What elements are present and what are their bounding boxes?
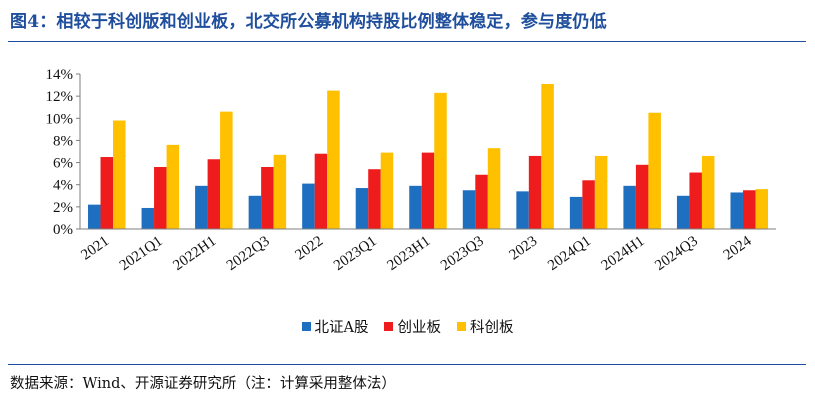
- bar-2024h1-series-1: [635, 164, 649, 229]
- legend-item: 科创板: [456, 316, 514, 337]
- y-tick-label: 8%: [53, 133, 73, 149]
- legend-label: 北证A股: [314, 320, 369, 336]
- bar-2024q3-series-1: [689, 172, 702, 229]
- x-tick-label: 2022Q3: [224, 233, 273, 274]
- bar-2021q1-series-2: [166, 144, 180, 229]
- bar-2024h1-series-2: [648, 112, 661, 229]
- bar-2023-series-2: [541, 83, 554, 229]
- legend-label: 科创板: [469, 320, 514, 336]
- legend-swatch: [301, 322, 311, 331]
- y-axis: 0% 2% 4% 6% 8% 10% 12% 14%: [46, 67, 81, 238]
- x-tick-label: 2024Q1: [545, 233, 594, 274]
- bar-2023-series-1: [528, 155, 542, 229]
- bar-2024-series-1: [742, 190, 756, 229]
- legend-label: 创业板: [397, 320, 441, 336]
- bar-2023h1-series-0: [409, 185, 422, 229]
- x-tick-label: 2024Q3: [652, 233, 701, 274]
- legend-swatch: [456, 322, 466, 331]
- bar-2024q1-series-0: [569, 196, 583, 229]
- bar-2024q1-series-1: [582, 180, 595, 229]
- bar-2022-series-0: [302, 183, 315, 229]
- bar-2024-series-2: [755, 189, 768, 229]
- bar-2024-series-0: [730, 192, 743, 229]
- x-tick-label: 2024: [721, 233, 755, 264]
- x-tick-label: 2022: [292, 233, 326, 263]
- bar-2022-series-1: [314, 153, 328, 229]
- bar-2022q3-series-0: [248, 195, 262, 229]
- title-divider: [8, 41, 806, 42]
- bar-2021-series-1: [100, 157, 114, 229]
- bar-2023q3-series-1: [475, 174, 488, 229]
- bar-2023q1-series-0: [355, 188, 369, 229]
- bar-2024q3-series-0: [676, 195, 690, 229]
- legend-swatch: [384, 322, 394, 331]
- y-tick-label: 14%: [46, 67, 74, 83]
- chart-legend: 北证A股 创业板 科创板: [0, 316, 815, 337]
- bar-2021q1-series-0: [141, 207, 155, 229]
- legend-item: 创业板: [384, 316, 441, 337]
- y-tick-label: 10%: [46, 111, 74, 127]
- x-tick-label: 2023H1: [385, 233, 434, 274]
- bar-2021-series-2: [113, 120, 126, 229]
- y-tick-label: 6%: [53, 156, 73, 172]
- y-tick-label: 4%: [53, 178, 73, 194]
- y-tick-label: 0%: [53, 222, 73, 238]
- bar-2022h1-series-2: [220, 111, 233, 229]
- x-tick-label: 2021: [78, 233, 112, 263]
- bar-2022h1-series-0: [195, 185, 208, 229]
- source-divider: [8, 364, 806, 365]
- bar-2024q1-series-2: [594, 155, 608, 229]
- bar-2023q1-series-2: [380, 152, 394, 229]
- x-tick-label: 2024H1: [599, 233, 648, 274]
- bar-2023q3-series-2: [487, 148, 501, 229]
- bar-2024h1-series-0: [623, 185, 636, 229]
- source-note: 数据来源：Wind、开源证券研究所（注：计算采用整体法）: [10, 376, 396, 392]
- figure-title: 图4：相较于科创版和创业板，北交所公募机构持股比例整体稳定，参与度仍低: [10, 12, 607, 32]
- chart-bars: [88, 83, 768, 229]
- y-tick-label: 2%: [53, 200, 73, 216]
- bar-2023q1-series-1: [368, 169, 381, 229]
- bar-2023h1-series-2: [434, 92, 447, 229]
- bar-2022q3-series-1: [261, 167, 274, 229]
- legend-item: 北证A股: [301, 316, 369, 337]
- x-tick-label: 2023: [507, 233, 541, 263]
- bar-2023h1-series-1: [421, 152, 435, 229]
- bar-2021-series-0: [88, 204, 101, 229]
- bar-chart: 0%2%4%6%8%10%12%14% 2021 2021Q1 2022H1 2022…: [46, 67, 776, 274]
- bar-2023-series-0: [516, 191, 529, 229]
- bar-2021q1-series-1: [154, 167, 167, 229]
- bar-2022q3-series-2: [273, 154, 287, 229]
- x-tick-label: 2021Q1: [117, 233, 166, 274]
- x-tick-label: 2023Q1: [331, 233, 380, 274]
- x-axis: 2021 2021Q1 2022H1 2022Q3 2022 2023Q1 2023H1 20…: [78, 228, 776, 274]
- bar-2022h1-series-1: [207, 159, 221, 229]
- bar-2023q3-series-0: [462, 190, 476, 229]
- bar-2022-series-2: [327, 90, 340, 229]
- x-tick-label: 2022H1: [170, 233, 219, 274]
- y-tick-label: 12%: [46, 89, 74, 105]
- bar-2024q3-series-2: [701, 155, 715, 229]
- x-tick-label: 2023Q3: [438, 233, 487, 274]
